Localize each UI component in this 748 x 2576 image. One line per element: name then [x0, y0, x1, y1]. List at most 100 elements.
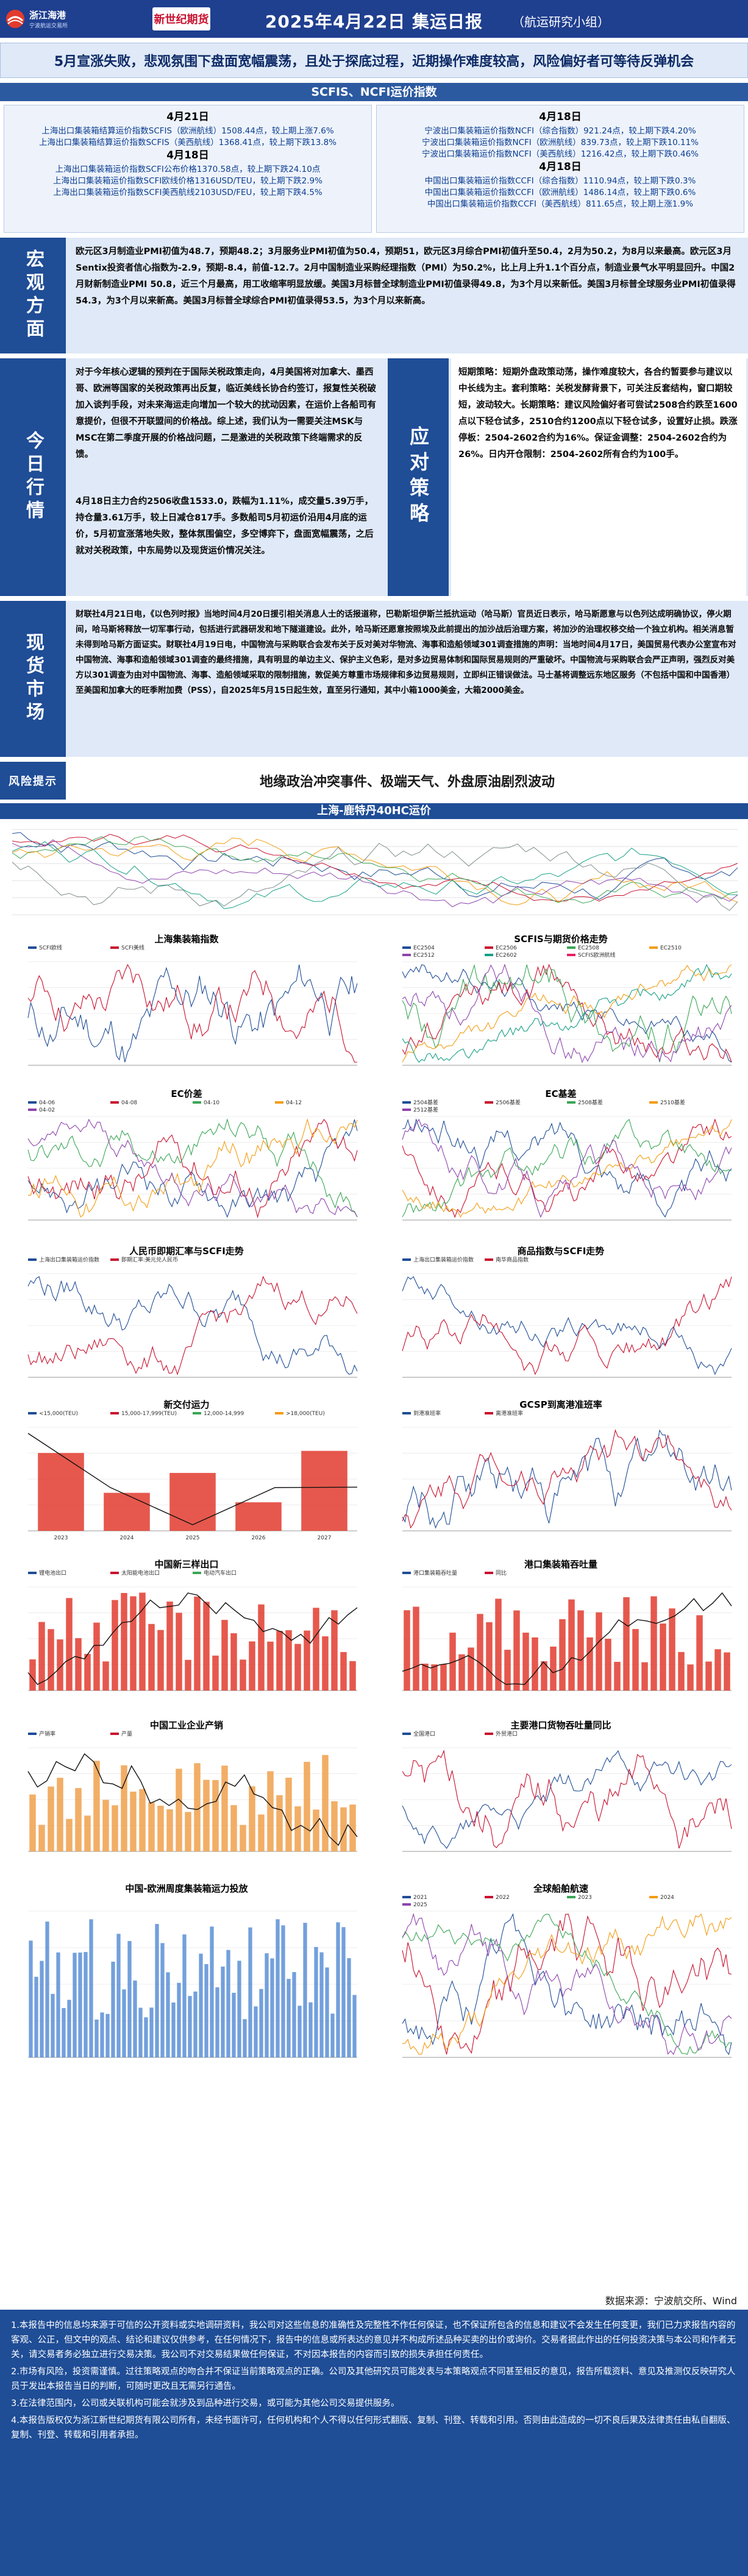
rotterdam-freight-svg	[0, 820, 748, 927]
bar	[144, 2017, 148, 2057]
bar	[292, 1971, 296, 2057]
bar	[121, 1765, 127, 1851]
bar	[130, 1791, 137, 1851]
disclaimer-paragraph: 1.本报告中的信息均来源于可信的公开资料或实地调研资料，我公司对这些信息的准确性…	[11, 2321, 736, 2360]
legend-label: EC2506	[496, 945, 517, 951]
bar	[105, 2014, 110, 2057]
chart-c12: 主要港口货物吞吐量同比 全国港口 外贸港口	[378, 1717, 744, 1870]
bar	[57, 1639, 63, 1691]
legend-label: 2506基差	[496, 1099, 521, 1106]
index-right-date1: 4月18日	[539, 111, 582, 123]
legend-swatch	[28, 1109, 37, 1111]
legend-swatch	[28, 946, 37, 949]
bar	[29, 1794, 36, 1851]
bar	[240, 1825, 246, 1851]
bar	[352, 1995, 357, 2057]
bar	[194, 1763, 201, 1851]
legend-swatch	[193, 1572, 201, 1574]
index-left-line: 上海出口集装箱结算运价指数SCFIS（美西航线）1368.41点，较上期下跌13…	[38, 138, 337, 147]
legend-label: 2023	[578, 1895, 592, 1901]
series-line	[402, 963, 732, 1063]
legend-swatch	[649, 1896, 658, 1898]
bar	[254, 2006, 258, 2057]
bar	[301, 1450, 347, 1531]
bar	[623, 1597, 630, 1691]
legend-swatch	[275, 1101, 283, 1104]
bar	[232, 1993, 236, 2057]
bar	[267, 1771, 274, 1851]
bar	[84, 1653, 91, 1691]
bar	[468, 1647, 474, 1691]
series-line	[402, 1119, 732, 1218]
series-line	[402, 1119, 732, 1218]
legend-label: 上海出口集装箱运价指数	[39, 1256, 99, 1263]
bar	[522, 1633, 529, 1691]
series-line	[27, 964, 358, 1063]
bar	[185, 1659, 191, 1691]
legend-swatch	[402, 1572, 411, 1574]
index-right-line: 宁波出口集装箱运价指数NCFI（美西航线）1216.42点，较上期下跌0.46%	[422, 149, 699, 159]
bar	[48, 1629, 54, 1691]
port-logo-icon	[6, 10, 24, 28]
index-right-box: 4月18日 宁波出口集装箱运价指数NCFI（综合指数）921.24点，较上期下跌…	[376, 105, 744, 233]
bar	[304, 1630, 310, 1691]
bar	[458, 1654, 465, 1691]
index-left-date2: 4月18日	[166, 149, 209, 161]
bar	[660, 1623, 666, 1691]
chart-c6: 商品指数与SCFI走势 上海出口集装箱运价指数 南华商品指数	[378, 1243, 744, 1396]
freight-series-line	[12, 843, 738, 911]
big-chart-title: 上海-鹿特丹40HC运价	[0, 803, 748, 819]
bar	[404, 1610, 410, 1691]
legend-swatch	[402, 1109, 411, 1111]
legend-swatch	[567, 1101, 575, 1104]
bar	[78, 1952, 82, 2057]
bar	[155, 1924, 159, 2057]
bar	[477, 1614, 483, 1691]
series-line	[402, 1118, 732, 1218]
bar	[148, 1623, 155, 1691]
bar	[532, 1637, 538, 1691]
index-right-line: 中国出口集装箱运价指数CCFI（美西航线）811.65点，较上期上涨1.9%	[427, 199, 694, 209]
chart-title: 上海集装箱指数	[154, 934, 219, 945]
legend-swatch	[485, 1572, 493, 1574]
macro-label: 宏观方面	[0, 238, 66, 353]
freight-series-line	[12, 839, 738, 907]
bar	[586, 1637, 593, 1691]
chart-c14: 全球船舶航速 2021 2022 2023 2024 2025	[378, 1881, 744, 2076]
overlay-line	[402, 1592, 732, 1685]
bar	[138, 2007, 143, 2057]
series-line	[402, 1913, 732, 2055]
bar	[322, 1755, 329, 1851]
logo-left-sub: 宁波航运交易所	[29, 23, 68, 29]
legend-swatch	[28, 1572, 37, 1574]
bar	[696, 1615, 703, 1691]
macro-row	[0, 238, 748, 353]
chart-title: 中国-欧洲周度集装箱运力投放	[125, 1883, 248, 1894]
legend-label: 2022	[496, 1895, 510, 1901]
legend-label: 2021	[413, 1895, 427, 1901]
legend-label: 上海出口集装箱运价指数	[413, 1256, 474, 1263]
chart-svg: 中国-欧洲周度集装箱运力投放	[28, 1883, 357, 2058]
bar	[724, 1652, 730, 1691]
zhejiang-port-logo: 浙江海港 宁波航运交易所	[5, 6, 96, 32]
index-left-line: 上海出口集装箱运价指数SCFI欧线价格1316USD/TEU，较上期下跌2.9%	[53, 176, 322, 186]
chart-svg: SCFIS与期货价格走势 EC2504 EC2506 EC2508 EC2510 EC25…	[402, 934, 732, 1066]
chart-c5: 人民币即期汇率与SCFI走势 上海出口集装箱运价指数 即期汇率:美元兑人民币	[4, 1243, 369, 1396]
chart-c11: 中国工业企业产销 产销率 产量	[4, 1717, 369, 1870]
bar	[203, 1779, 210, 1851]
chart-svg: 新交付运力 <15,000(TEU) 15,000-17,999(TEU) 12,00…	[27, 1399, 358, 1541]
chart-svg: EC基差 2504基差 2506基差 2508基差 2510基差 2512基差	[402, 1088, 732, 1221]
bar	[678, 1652, 685, 1691]
bar	[171, 2002, 176, 2057]
bar	[270, 1958, 274, 2057]
legend-swatch	[28, 1258, 37, 1261]
chart-title: EC价差	[171, 1088, 202, 1099]
legend-label: EC2504	[413, 945, 435, 951]
bar	[89, 1919, 93, 2057]
bar	[215, 1987, 219, 2057]
x-tick-label: 2024	[120, 1535, 134, 1541]
legend-label: 到港准班率	[413, 1410, 441, 1417]
risk-label: 风险提示	[0, 762, 66, 800]
bar	[235, 1502, 282, 1531]
legend-swatch	[110, 1101, 119, 1104]
